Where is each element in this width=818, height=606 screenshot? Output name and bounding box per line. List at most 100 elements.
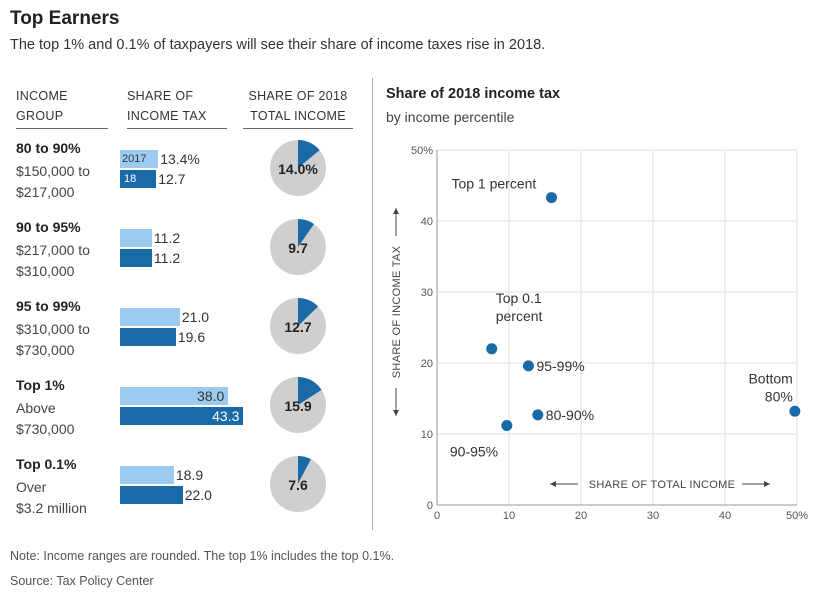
header-underline [243,128,353,129]
col-header-share-income-line1: SHARE OF 2018 [248,89,348,103]
y-tick-label: 40 [421,216,433,228]
pie-slice [298,456,311,484]
bar-2018 [120,249,152,267]
y-axis-arrowhead-up [393,208,399,214]
y-tick-label: 10 [421,429,433,441]
bar-2018 [120,407,244,425]
y-tick-label: 0 [427,500,433,512]
scatter-point [545,192,557,204]
x-axis-arrowhead-right [764,481,770,487]
bar-2018-value: 19.6 [177,329,206,345]
bar-2018-value: 22.0 [184,487,212,503]
income-range-text: Above [16,400,56,416]
col-header-share-tax-line1: SHARE OF [127,89,194,103]
bar-2017-value: 11.2 [153,230,181,246]
bar-2017 [120,229,152,247]
income-share-pie: 7.6 [270,456,326,512]
pie-value-label: 7.6 [288,477,308,493]
bar-2018 [120,170,157,188]
scatter-point-label: percent [496,308,543,324]
scatter-subtitle: by income percentile [386,109,515,125]
bar-2017-value: 38.0 [197,388,225,404]
pie-slice [298,219,315,247]
col-header-income-group-line1: INCOME [16,89,68,103]
table-row: Top 1% Above $730,000 38.0 43.3 15.9 [0,377,372,456]
bar-2017 [120,308,180,326]
col-header-share-income: SHARE OF 2018 TOTAL INCOME [243,86,353,126]
table-row: Top 0.1% Over $3.2 million 18.9 22.0 7.6 [0,456,372,535]
income-range-text: $150,000 to [16,163,90,179]
income-group-name: Top 1% [16,377,65,393]
scatter-point [789,405,801,417]
scatter-point [486,343,498,355]
bar-2017-value: 13.4% [160,151,200,167]
pie-value-label: 12.7 [284,319,311,335]
pie-value-label: 14.0% [278,161,318,177]
scatter-point-label: Top 1 percent [451,176,536,192]
scatter-point [501,419,513,431]
bar-2017 [120,466,174,484]
scatter-point-label: 90-95% [450,443,498,459]
header-underline [16,128,108,129]
scatter-point-label: Top 0.1 [496,290,542,306]
pie-slice [298,298,319,326]
y-tick-label: 50% [411,145,433,157]
bar-2017-value: 21.0 [181,309,210,325]
bar-2018 [120,328,176,346]
header-underline [127,128,227,129]
col-header-share-tax-line2: INCOME TAX [127,109,207,123]
y-axis-label: SHARE OF INCOME TAX [391,245,403,378]
col-header-share-income-line2: TOTAL INCOME [250,109,346,123]
income-share-pie: 15.9 [270,377,326,433]
col-header-income-group-line2: GROUP [16,109,64,123]
pie-slice [298,377,322,405]
income-range-text: $217,000 [16,184,75,200]
income-group-name: 95 to 99% [16,298,81,314]
x-tick-label: 10 [503,510,515,522]
bar-2017 [120,387,229,405]
y-axis-arrowhead-down [393,410,399,416]
table-row: 80 to 90% $150,000 to $217,000 2017 18 13.4% 1… [0,140,372,219]
x-axis-label: SHARE OF TOTAL INCOME [589,479,735,491]
income-share-pie: 14.0% [270,140,326,196]
income-share-pie: 12.7 [270,298,326,354]
scatter-point-label: 95-99% [536,358,584,374]
income-range-text: $730,000 [16,421,75,437]
income-range-text: $310,000 [16,263,75,279]
bar-2017-value: 18.9 [175,467,204,483]
table-row: 95 to 99% $310,000 to $730,000 21.0 19.6 12.7 [0,298,372,377]
bar-2018-value: 12.7 [158,171,186,187]
x-tick-label: 30 [647,510,659,522]
bar-2017 [120,150,159,168]
pie-value-label: 15.9 [284,398,311,414]
scatter-point-label: Bottom [748,370,792,386]
x-axis-arrowhead-left [550,481,556,487]
scatter-point-label: 80% [765,388,793,404]
bar-2018 [120,486,183,504]
page-title: Top Earners [10,8,120,29]
income-range-text: $310,000 to [16,321,90,337]
income-range-text: $3.2 million [16,500,87,516]
income-range-text: Over [16,479,47,495]
scatter-point-label: 80-90% [546,407,594,423]
scatter-point [532,409,544,421]
source-line: Source: Tax Policy Center [10,574,154,588]
scatter-title: Share of 2018 income tax [386,86,561,102]
page-subtitle: The top 1% and 0.1% of taxpayers will se… [10,37,546,53]
col-header-income-group: INCOME GROUP [16,86,68,126]
scatter-point [522,360,534,372]
bar-2018-value: 11.2 [153,250,181,266]
legend-2018-label: 18 [124,173,137,185]
table-row: 90 to 95% $217,000 to $310,000 11.2 11.2 9.7 [0,219,372,298]
footnote: Note: Income ranges are rounded. The top… [10,549,395,563]
x-tick-label: 20 [575,510,587,522]
pie-value-label: 9.7 [288,240,308,256]
income-group-name: 80 to 90% [16,140,81,156]
pie-slice [298,140,320,168]
income-share-pie: 9.7 [270,219,326,275]
y-tick-label: 20 [421,358,433,370]
income-group-name: Top 0.1% [16,456,77,472]
col-header-share-tax: SHARE OF INCOME TAX [127,86,207,126]
y-tick-label: 30 [421,287,433,299]
